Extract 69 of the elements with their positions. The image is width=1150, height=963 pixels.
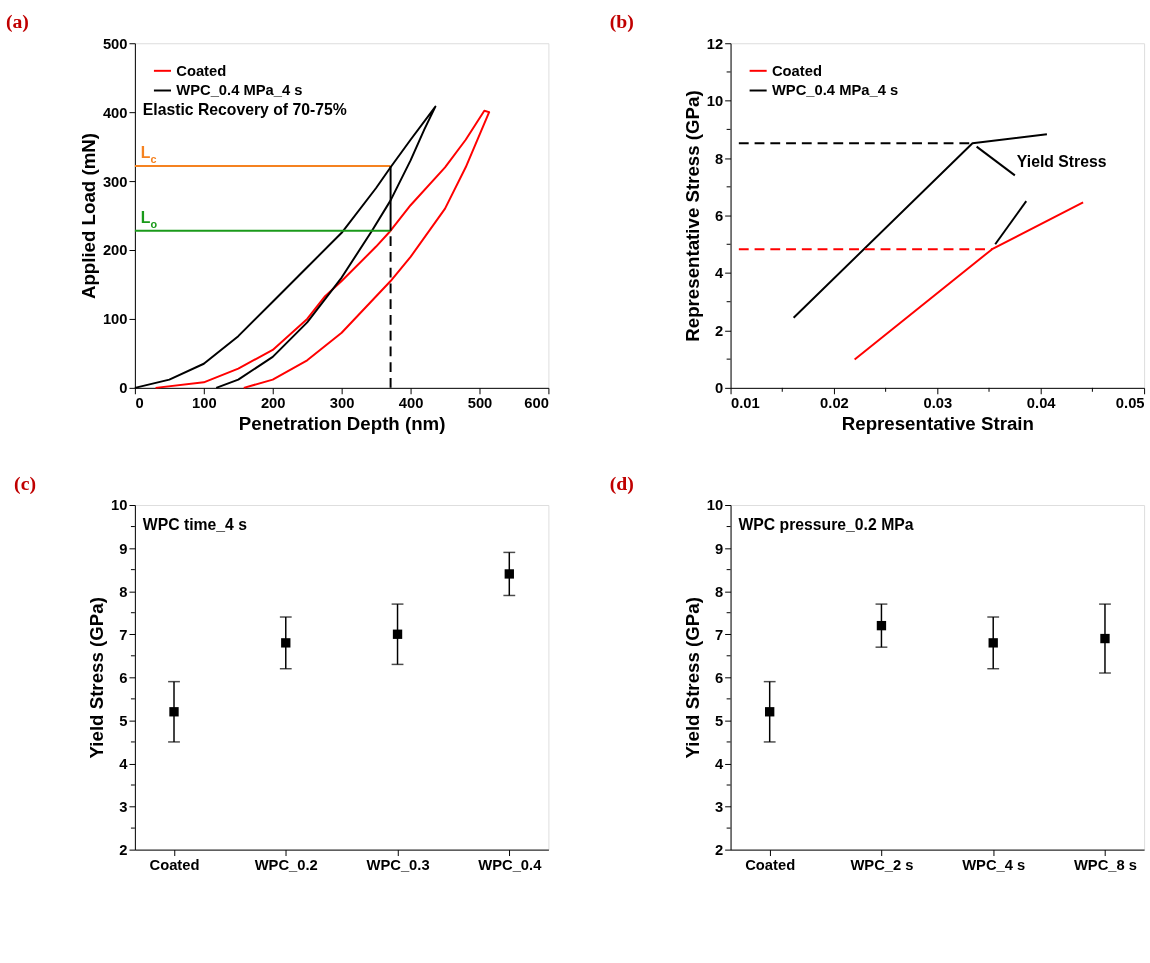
y-tick-label: 5 <box>714 712 724 729</box>
x-axis-title: Penetration Depth (nm) <box>238 412 446 434</box>
y-axis-title: Representative Stress (GPa) <box>681 90 703 342</box>
x-tick-label: WPC_0.3 <box>366 856 430 873</box>
y-tick-label: 4 <box>714 265 724 282</box>
y-tick-label: 6 <box>119 669 128 686</box>
y-tick-label: 8 <box>714 150 724 167</box>
y-axis-title: Applied Load (mN) <box>77 132 99 300</box>
y-tick-label: 5 <box>119 712 128 729</box>
x-tick-label: WPC_2 s <box>850 856 914 873</box>
x-tick-label: WPC_0.2 <box>254 856 318 873</box>
x-axis-title: Representative Strain <box>841 412 1034 434</box>
chart-title: (a) <box>5 10 29 34</box>
annotation: WPC pressure_0.2 MPa <box>738 515 914 533</box>
y-tick-label: 200 <box>102 242 128 259</box>
annotation: Elastic Recovery of 70-75% <box>142 101 347 119</box>
x-tick-label: 400 <box>398 395 424 412</box>
x-tick-label: Coated <box>745 856 796 873</box>
legend-label: Coated <box>176 62 227 79</box>
y-tick-label: 2 <box>714 842 724 859</box>
legend-label: WPC_0.4 MPa_4 s <box>771 82 899 99</box>
x-tick-label: 0 <box>135 395 144 412</box>
x-tick-label: 0.03 <box>923 395 953 412</box>
annotation: WPC time_4 s <box>142 515 248 533</box>
y-tick-label: 0 <box>119 380 128 397</box>
x-tick-label: 0.04 <box>1026 395 1057 412</box>
chart-title: (c) <box>14 472 36 496</box>
y-tick-label: 10 <box>706 497 724 514</box>
y-tick-label: 3 <box>119 798 128 815</box>
y-tick-label: 2 <box>714 322 724 339</box>
x-tick-label: 0.05 <box>1115 395 1145 412</box>
chart-title: (d) <box>609 472 634 496</box>
y-tick-label: 9 <box>119 540 128 557</box>
y-tick-label: 3 <box>714 798 724 815</box>
x-tick-label: WPC_8 s <box>1073 856 1138 873</box>
y-tick-label: 9 <box>714 540 724 557</box>
x-tick-label: 100 <box>191 395 217 412</box>
x-tick-label: 600 <box>524 395 549 412</box>
legend-label: Coated <box>771 62 822 79</box>
y-tick-label: 6 <box>714 207 724 224</box>
y-tick-label: 12 <box>706 35 724 52</box>
y-tick-label: 4 <box>714 755 724 772</box>
y-tick-label: 6 <box>714 669 724 686</box>
annotation: Yield Stress <box>1016 153 1107 171</box>
x-tick-label: 500 <box>467 395 493 412</box>
x-tick-label: WPC_4 s <box>962 856 1026 873</box>
y-tick-label: 10 <box>111 497 128 514</box>
x-tick-label: Coated <box>149 856 200 873</box>
y-axis-title: Yield Stress (GPa) <box>86 597 108 759</box>
x-tick-label: 0.02 <box>820 395 849 412</box>
x-tick-label: WPC_0.4 <box>478 856 543 873</box>
x-tick-label: 0.01 <box>731 395 760 412</box>
x-tick-label: 200 <box>260 395 286 412</box>
y-tick-label: 100 <box>102 311 128 328</box>
y-tick-label: 2 <box>119 842 128 859</box>
y-tick-label: 300 <box>102 173 128 190</box>
y-axis-title: Yield Stress (GPa) <box>681 597 703 759</box>
y-tick-label: 500 <box>102 35 128 52</box>
chart-title: (b) <box>609 10 634 34</box>
y-tick-label: 10 <box>706 93 724 110</box>
x-tick-label: 300 <box>329 395 355 412</box>
y-tick-label: 400 <box>102 104 128 121</box>
y-tick-label: 8 <box>714 583 724 600</box>
y-tick-label: 8 <box>119 583 128 600</box>
y-tick-label: 7 <box>119 626 128 643</box>
legend-label: WPC_0.4 MPa_4 s <box>176 82 303 99</box>
y-tick-label: 4 <box>119 755 129 772</box>
y-tick-label: 0 <box>714 380 724 397</box>
y-tick-label: 7 <box>714 626 724 643</box>
